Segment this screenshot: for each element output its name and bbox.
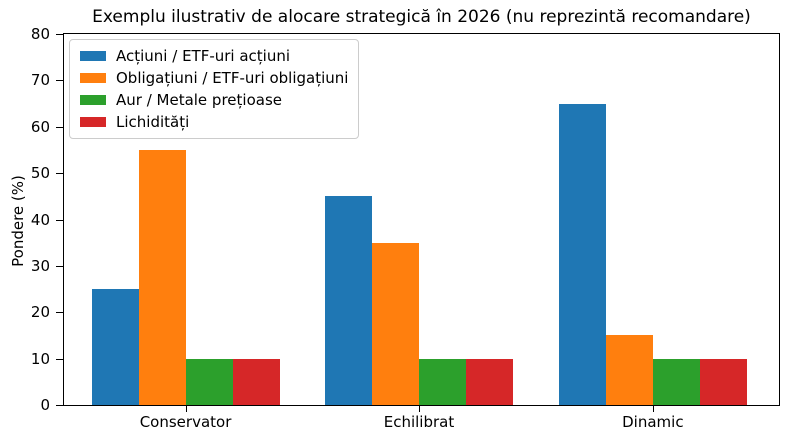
x-tick-mark-conservator xyxy=(185,406,187,412)
y-tick-label-70: 70 xyxy=(30,71,50,90)
legend-label-actiuni: Acțiuni / ETF-uri acțiuni xyxy=(116,47,291,65)
y-tick-mark-10 xyxy=(56,358,63,360)
y-tick-mark-30 xyxy=(56,265,63,267)
legend-label-lichiditati: Lichidități xyxy=(116,113,190,131)
legend-item-aur: Aur / Metale prețioase xyxy=(80,91,348,109)
x-tick-label-echilibrat: Echilibrat xyxy=(383,413,455,431)
bar-echilibrat-lichiditati xyxy=(465,358,513,405)
y-tick-label-10: 10 xyxy=(30,349,50,368)
y-tick-label-60: 60 xyxy=(30,117,50,136)
x-tick-label-conservator: Conservator xyxy=(139,413,232,431)
legend-swatch-aur-icon xyxy=(80,95,106,105)
legend-item-actiuni: Acțiuni / ETF-uri acțiuni xyxy=(80,47,348,65)
legend-swatch-obligatiuni-icon xyxy=(80,73,106,83)
plot-area: Acțiuni / ETF-uri acțiuni Obligațiuni / E… xyxy=(63,33,780,406)
legend-item-obligatiuni: Obligațiuni / ETF-uri obligațiuni xyxy=(80,69,348,87)
bar-dinamic-aur xyxy=(652,358,700,405)
legend-label-obligatiuni: Obligațiuni / ETF-uri obligațiuni xyxy=(116,69,349,87)
y-tick-mark-0 xyxy=(56,405,63,406)
legend-swatch-lichiditati-icon xyxy=(80,117,106,127)
y-tick-label-20: 20 xyxy=(30,303,50,322)
legend-item-lichiditati: Lichidități xyxy=(80,113,348,131)
bar-dinamic-obligatiuni xyxy=(605,335,653,405)
y-tick-mark-60 xyxy=(56,126,63,128)
bar-conservator-obligatiuni xyxy=(138,149,186,405)
y-tick-mark-40 xyxy=(56,219,63,221)
y-tick-label-0: 0 xyxy=(40,396,50,414)
y-tick-mark-50 xyxy=(56,173,63,175)
legend-label-aur: Aur / Metale prețioase xyxy=(116,91,282,109)
bar-conservator-lichiditati xyxy=(232,358,280,405)
bar-dinamic-actiuni xyxy=(558,103,606,405)
chart-title: Exemplu ilustrativ de alocare strategică… xyxy=(92,7,751,27)
y-tick-label-40: 40 xyxy=(30,210,50,229)
bar-echilibrat-aur xyxy=(418,358,466,405)
x-tick-mark-dinamic xyxy=(652,406,654,412)
y-tick-label-30: 30 xyxy=(30,256,50,275)
y-tick-label-80: 80 xyxy=(30,25,50,43)
legend-swatch-actiuni-icon xyxy=(80,51,106,61)
y-tick-label-50: 50 xyxy=(30,164,50,183)
bar-echilibrat-obligatiuni xyxy=(371,242,419,405)
bar-echilibrat-actiuni xyxy=(324,196,372,405)
x-tick-mark-echilibrat xyxy=(418,406,420,412)
y-tick-mark-70 xyxy=(56,80,63,82)
y-tick-mark-80 xyxy=(56,34,63,35)
y-tick-mark-20 xyxy=(56,312,63,314)
legend: Acțiuni / ETF-uri acțiuni Obligațiuni / E… xyxy=(69,39,360,139)
x-tick-label-dinamic: Dinamic xyxy=(622,413,684,431)
bar-dinamic-lichiditati xyxy=(699,358,747,405)
bar-conservator-aur xyxy=(185,358,233,405)
bar-conservator-actiuni xyxy=(91,289,139,405)
